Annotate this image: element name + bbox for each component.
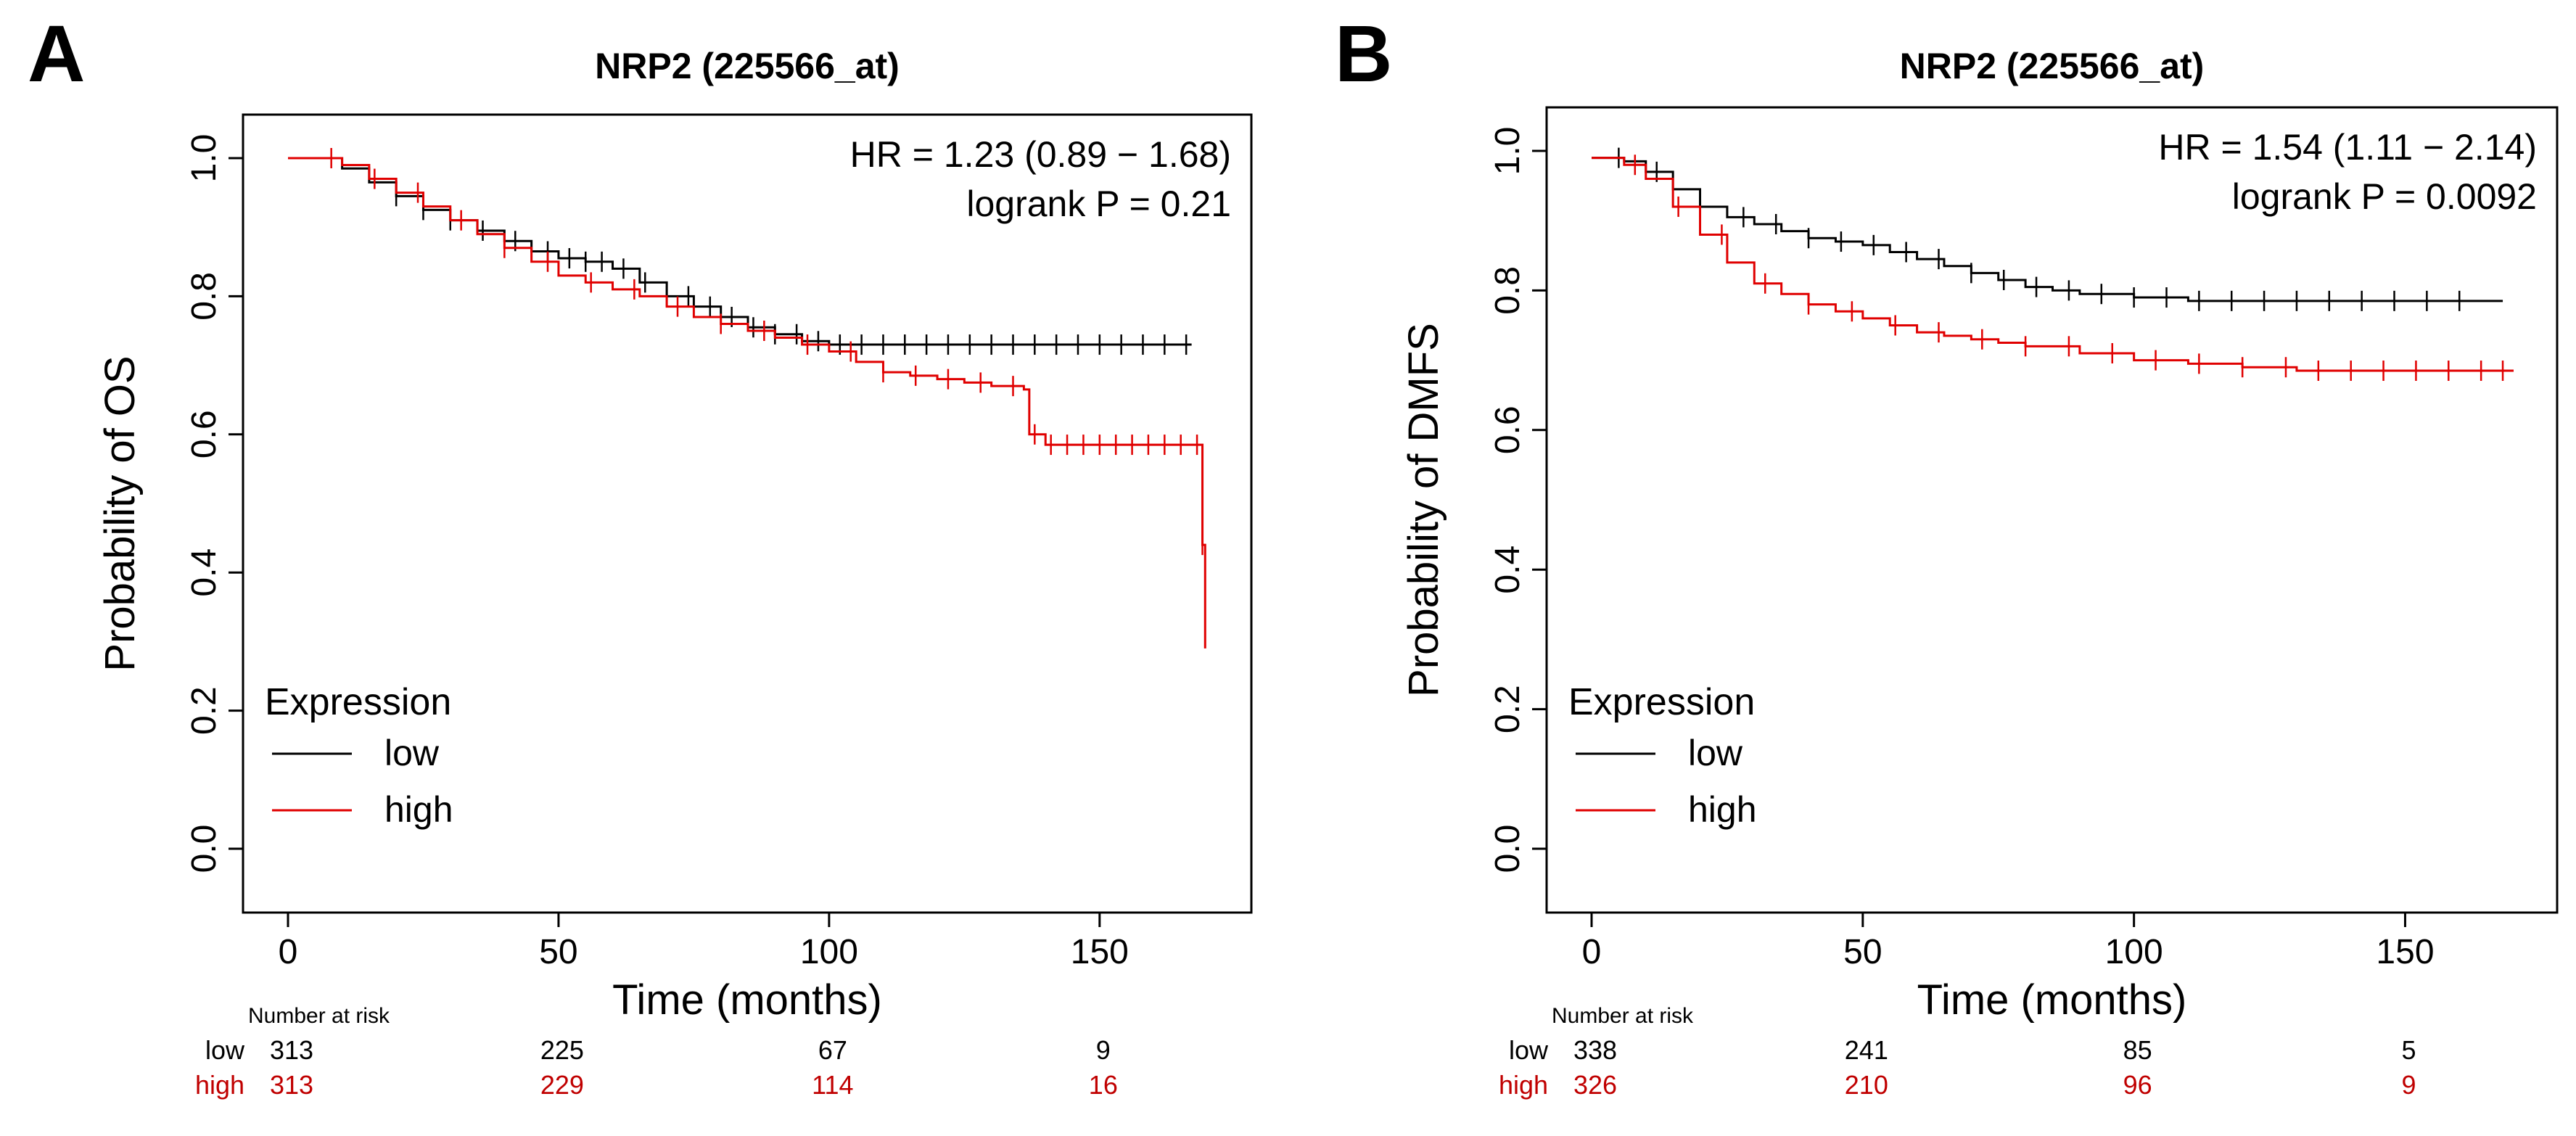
risk-row-label-high: high xyxy=(1499,1070,1548,1100)
hazard-ratio-text: HR = 1.23 (0.89 − 1.68) xyxy=(850,134,1231,175)
panel-letter: A xyxy=(28,9,85,99)
x-tick-label: 150 xyxy=(1071,933,1129,971)
legend-label-low: low xyxy=(1688,733,1743,773)
risk-value-low: 85 xyxy=(2123,1035,2152,1065)
risk-value-high: 96 xyxy=(2123,1070,2152,1100)
panel-b: B NRP2 (225566_at) 0.0 0.2 0.4 0.6 0.8 1.0 0 50 10… xyxy=(1335,9,2559,1100)
y-tick-label: 0.4 xyxy=(185,548,223,597)
survival-curve-low xyxy=(288,157,1192,346)
y-tick-label: 0.8 xyxy=(185,272,223,321)
legend-title: Expression xyxy=(1568,681,1755,723)
panel-letter: B xyxy=(1335,9,1392,99)
y-tick-label: 0.8 xyxy=(1489,266,1527,315)
y-tick-label: 0.0 xyxy=(1489,825,1527,873)
risk-value-low: 9 xyxy=(1096,1035,1111,1065)
risk-value-high: 229 xyxy=(540,1070,584,1100)
legend-title: Expression xyxy=(265,681,451,723)
y-axis-label: Probability of DMFS xyxy=(1400,323,1447,697)
y-tick-label: 0.2 xyxy=(185,686,223,735)
y-tick-label: 1.0 xyxy=(1489,127,1527,176)
y-tick-label: 0.4 xyxy=(1489,546,1527,594)
survival-curve-high xyxy=(288,157,1206,649)
risk-value-high: 114 xyxy=(812,1070,853,1100)
x-tick-label: 0 xyxy=(1582,933,1602,971)
survival-curve-low xyxy=(1592,157,2503,302)
x-axis-label: Time (months) xyxy=(1917,976,2187,1024)
x-axis-label: Time (months) xyxy=(612,976,882,1024)
risk-row-label-low: low xyxy=(1509,1035,1549,1065)
y-tick-label: 0.0 xyxy=(185,825,223,873)
x-tick-label: 0 xyxy=(279,933,298,971)
risk-row-label-low: low xyxy=(205,1035,245,1065)
legend-label-low: low xyxy=(384,733,440,773)
risk-row-label-high: high xyxy=(195,1070,244,1100)
risk-table-title: Number at risk xyxy=(1552,1004,1694,1028)
risk-value-low: 5 xyxy=(2401,1035,2416,1065)
plot-frame xyxy=(242,113,1253,914)
legend-label-high: high xyxy=(384,789,453,830)
risk-value-low: 241 xyxy=(1845,1035,1888,1065)
hazard-ratio-text: HR = 1.54 (1.11 − 2.14) xyxy=(2158,127,2537,168)
y-tick-label: 0.2 xyxy=(1489,685,1527,733)
risk-value-high: 9 xyxy=(2401,1070,2416,1100)
chart-title: NRP2 (225566_at) xyxy=(1900,46,2205,86)
legend-label-high: high xyxy=(1688,789,1757,830)
panel-a: A NRP2 (225566_at) 0.0 0.2 0.4 0.6 0.8 1.0 0 50 10… xyxy=(28,9,1253,1100)
y-tick-label: 0.6 xyxy=(185,410,223,458)
risk-value-low: 338 xyxy=(1573,1035,1617,1065)
y-tick-label: 1.0 xyxy=(185,134,223,183)
risk-value-low: 67 xyxy=(818,1035,847,1065)
logrank-p-text: logrank P = 0.21 xyxy=(966,184,1231,224)
risk-value-low: 225 xyxy=(540,1035,584,1065)
x-tick-label: 50 xyxy=(539,933,577,971)
risk-value-high: 313 xyxy=(270,1070,313,1100)
x-tick-label: 150 xyxy=(2376,933,2434,971)
x-tick-label: 100 xyxy=(800,933,858,971)
chart-title: NRP2 (225566_at) xyxy=(595,46,900,86)
survival-curve-high xyxy=(1592,157,2514,372)
risk-value-high: 326 xyxy=(1573,1070,1617,1100)
x-tick-label: 50 xyxy=(1843,933,1882,971)
plot-frame xyxy=(1545,106,2559,914)
risk-value-high: 210 xyxy=(1845,1070,1888,1100)
risk-value-low: 313 xyxy=(270,1035,313,1065)
logrank-p-text: logrank P = 0.0092 xyxy=(2232,176,2537,217)
y-axis-label: Probability of OS xyxy=(96,355,144,671)
x-tick-label: 100 xyxy=(2105,933,2163,971)
risk-value-high: 16 xyxy=(1089,1070,1118,1100)
risk-table-title: Number at risk xyxy=(248,1004,390,1028)
y-tick-label: 0.6 xyxy=(1489,406,1527,454)
